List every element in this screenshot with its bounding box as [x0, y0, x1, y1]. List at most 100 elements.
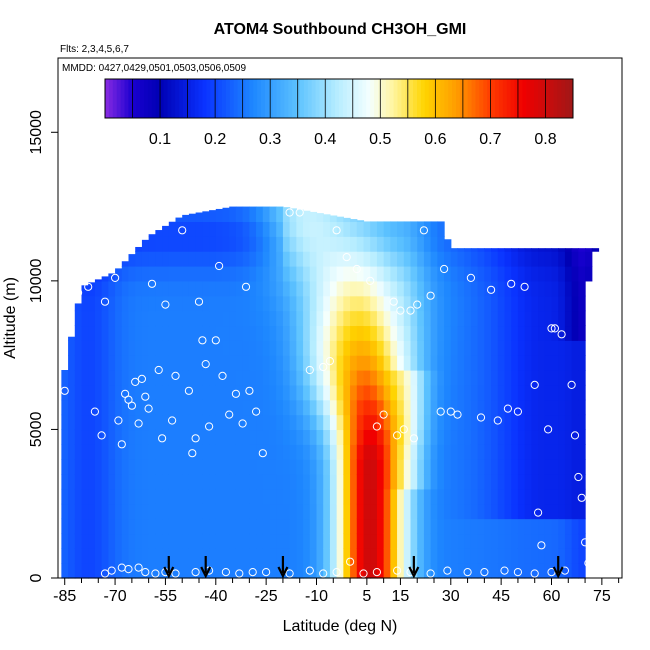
heatmap-cell — [81, 399, 89, 416]
heatmap-cell — [383, 295, 391, 312]
heatmap-cell — [336, 370, 344, 386]
colorbar-segment — [268, 79, 274, 118]
heatmap-cell — [403, 266, 412, 282]
heatmap-cell — [484, 340, 492, 356]
heatmap-cell — [209, 533, 217, 549]
heatmap-cell — [235, 429, 244, 445]
heatmap-cell — [115, 563, 123, 579]
heatmap-cell — [81, 429, 89, 445]
heatmap-cell — [564, 251, 573, 267]
heatmap-cell — [61, 548, 69, 564]
heatmap-cell — [115, 518, 123, 535]
heatmap-cell — [168, 518, 177, 535]
heatmap-cell — [423, 459, 432, 475]
heatmap-cell — [256, 310, 264, 327]
heatmap-cell — [450, 340, 459, 356]
heatmap-cell — [578, 266, 586, 282]
heatmap-cell — [578, 444, 586, 460]
heatmap-cell — [289, 280, 297, 297]
heatmap-cell — [209, 295, 217, 312]
heatmap-cell — [538, 251, 546, 267]
observation-point — [111, 273, 120, 282]
colorbar-segment — [440, 79, 445, 118]
heatmap-cell — [504, 295, 512, 312]
heatmap-cell — [403, 251, 412, 267]
heatmap-cell — [121, 266, 130, 282]
heatmap-cell — [511, 370, 519, 386]
heatmap-cell — [410, 474, 418, 490]
heatmap-cell — [538, 429, 546, 445]
heatmap-cell — [135, 444, 143, 460]
heatmap-cell — [303, 503, 311, 520]
colorbar-segment — [459, 79, 465, 118]
heatmap-cell — [242, 548, 250, 564]
heatmap-cell — [430, 251, 438, 267]
heatmap-cell — [175, 340, 183, 356]
colorbar-segment — [190, 79, 196, 118]
heatmap-cell — [209, 474, 217, 490]
x-tick-label: -25 — [255, 588, 278, 605]
heatmap-cell — [262, 488, 271, 505]
heatmap-cell — [484, 370, 492, 386]
heatmap-cell — [168, 340, 177, 356]
heatmap-cell — [222, 355, 230, 371]
heatmap-cell — [88, 533, 96, 549]
heatmap-cell — [316, 488, 324, 505]
observation-point — [151, 569, 160, 578]
heatmap-cell — [531, 414, 539, 431]
colorbar-segment — [514, 79, 519, 118]
heatmap-cell — [242, 221, 250, 237]
heatmap-cell — [457, 310, 465, 327]
heatmap-cell — [383, 518, 391, 535]
heatmap-cell — [571, 384, 579, 401]
heatmap-cell — [121, 399, 130, 416]
heatmap-cell — [242, 399, 250, 416]
heatmap-cell — [356, 280, 365, 297]
heatmap-cell — [316, 340, 324, 356]
heatmap-cell — [282, 533, 291, 549]
heatmap-cell — [81, 548, 89, 564]
heatmap-cell — [538, 488, 546, 505]
heatmap-cell — [249, 429, 257, 445]
heatmap-cell — [504, 280, 512, 297]
heatmap-cell — [235, 459, 244, 475]
heatmap-cell — [437, 459, 445, 475]
heatmap-cell — [229, 295, 237, 312]
heatmap-cell — [88, 488, 96, 505]
heatmap-cell — [141, 266, 150, 282]
heatmap-cell — [484, 310, 492, 327]
heatmap-cell — [383, 370, 391, 386]
heatmap-cell — [336, 251, 344, 267]
heatmap-cell — [195, 355, 203, 371]
heatmap-cell — [511, 295, 519, 312]
heatmap-cell — [571, 488, 579, 505]
heatmap-cell — [269, 548, 277, 564]
heatmap-cell — [296, 444, 304, 460]
heatmap-cell — [141, 295, 150, 312]
heatmap-cell — [303, 399, 311, 416]
heatmap-cell — [135, 503, 143, 520]
heatmap-cell — [457, 251, 465, 267]
heatmap-cell — [242, 206, 250, 223]
heatmap-cell — [517, 548, 526, 564]
heatmap-cell — [551, 399, 559, 416]
heatmap-cell — [397, 370, 405, 386]
heatmap-cell — [464, 355, 472, 371]
heatmap-cell — [242, 280, 250, 297]
heatmap-cell — [356, 220, 365, 223]
heatmap-cell — [202, 503, 210, 520]
heatmap-cell — [141, 503, 150, 520]
heatmap-cell — [538, 248, 546, 252]
heatmap-cell — [538, 280, 546, 297]
heatmap-cell — [222, 488, 230, 505]
heatmap-cell — [256, 488, 264, 505]
heatmap-cell — [276, 206, 284, 223]
heatmap-cell — [269, 414, 277, 431]
heatmap-cell — [101, 488, 109, 505]
heatmap-cell — [417, 370, 425, 386]
heatmap-cell — [94, 563, 103, 579]
heatmap-cell — [249, 325, 257, 341]
heatmap-cell — [403, 325, 412, 341]
heatmap-cell — [444, 370, 452, 386]
heatmap-cell — [289, 251, 297, 267]
